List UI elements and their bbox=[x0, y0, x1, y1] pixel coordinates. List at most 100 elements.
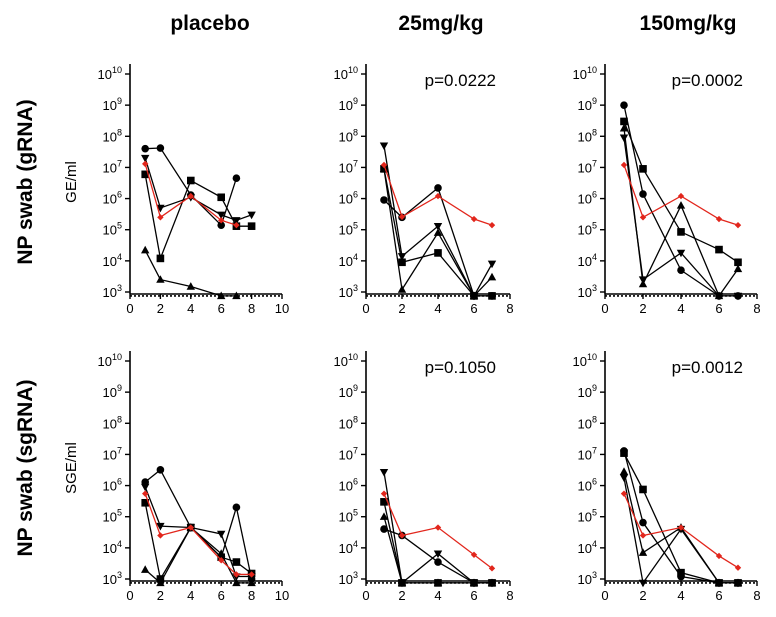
data-point-square bbox=[247, 222, 256, 230]
data-point-triangle-down bbox=[217, 211, 226, 220]
x-tick-label: 6 bbox=[715, 588, 722, 603]
data-point-circle bbox=[217, 221, 225, 229]
y-tick-label: 108 bbox=[103, 127, 122, 144]
data-point-triangle-up bbox=[217, 291, 226, 300]
y-tick-label: 108 bbox=[103, 414, 122, 431]
y-tick-label: 109 bbox=[339, 96, 358, 113]
x-tick-label: 8 bbox=[248, 588, 255, 603]
x-tick-label: 4 bbox=[677, 588, 684, 603]
data-point-triangle-up bbox=[619, 123, 629, 132]
data-point-square bbox=[734, 258, 742, 267]
data-point-diamond bbox=[380, 161, 388, 169]
y-axis-label-sgrna: SGE/ml bbox=[63, 442, 80, 494]
data-point-triangle-up bbox=[247, 578, 256, 587]
data-point-diamond bbox=[142, 160, 149, 168]
y-tick-label: 104 bbox=[103, 252, 122, 269]
data-point-triangle-up bbox=[433, 228, 443, 236]
y-tick-label: 105 bbox=[339, 508, 358, 525]
y-tick-label: 104 bbox=[339, 252, 358, 269]
y-tick-label: 109 bbox=[103, 383, 122, 400]
data-point-square bbox=[217, 193, 225, 202]
x-tick-label: 0 bbox=[362, 588, 369, 603]
data-point-circle bbox=[380, 196, 388, 204]
series-line bbox=[623, 450, 738, 584]
y-tick-label: 103 bbox=[339, 283, 358, 300]
data-point-diamond bbox=[233, 571, 240, 578]
data-point-square bbox=[677, 228, 685, 236]
data-point-square bbox=[141, 498, 149, 507]
y-tick-label: 103 bbox=[578, 570, 597, 587]
data-point-diamond bbox=[639, 214, 647, 221]
row-title-sgrna: NP swab (sgRNA) bbox=[14, 380, 37, 557]
x-tick-label: 2 bbox=[157, 301, 164, 316]
p-value-label: p=0.0222 bbox=[425, 71, 496, 90]
y-tick-label: 108 bbox=[339, 127, 358, 144]
data-point-triangle-up bbox=[638, 548, 648, 556]
p-value-label: p=0.1050 bbox=[425, 358, 496, 377]
y-tick-label: 1010 bbox=[334, 352, 358, 369]
data-point-triangle-up bbox=[232, 578, 241, 587]
p-value-label: p=0.0002 bbox=[672, 71, 743, 90]
data-point-square bbox=[620, 117, 628, 126]
y-tick-label: 1010 bbox=[573, 352, 597, 369]
data-point-triangle-down bbox=[638, 276, 648, 285]
data-point-square bbox=[187, 176, 195, 185]
series-line bbox=[623, 452, 738, 584]
data-point-diamond bbox=[434, 524, 442, 531]
series-line bbox=[144, 526, 252, 584]
data-point-diamond bbox=[677, 192, 685, 200]
data-point-triangle-down bbox=[619, 134, 629, 143]
data-point-circle bbox=[434, 558, 442, 566]
data-point-diamond bbox=[620, 490, 628, 497]
row-title-grna: NP swab (gRNA) bbox=[14, 99, 37, 264]
x-tick-label: 2 bbox=[398, 588, 405, 603]
panel-gRNA-25: 0 2 4 6 8 103 104 105 106 107 108 109 1010 p=0.0222 bbox=[334, 64, 514, 316]
data-point-diamond bbox=[639, 532, 647, 539]
data-point-triangle-down bbox=[141, 483, 150, 492]
data-point-diamond bbox=[398, 213, 406, 220]
y-tick-label: 107 bbox=[339, 445, 358, 462]
data-point-triangle-down bbox=[714, 292, 724, 301]
data-point-triangle-up bbox=[156, 275, 165, 283]
data-point-triangle-down bbox=[469, 292, 479, 301]
data-point-diamond bbox=[715, 552, 723, 560]
data-point-circle bbox=[156, 144, 165, 152]
data-point-diamond bbox=[218, 217, 225, 224]
data-point-diamond bbox=[715, 215, 723, 223]
x-tick-label: 10 bbox=[275, 301, 289, 316]
data-point-diamond bbox=[488, 221, 496, 229]
data-point-triangle-up bbox=[186, 282, 195, 290]
panel-gRNA-placebo: 0 2 4 6 8 10 103 104 105 106 107 108 109 1010 bbox=[98, 64, 289, 316]
data-point-diamond bbox=[142, 490, 149, 497]
panel-sgRNA-150: 0 2 4 6 8 103 104 105 106 107 108 109 1010 p=0.0012 bbox=[573, 351, 761, 603]
data-point-square bbox=[380, 498, 388, 506]
x-tick-label: 2 bbox=[157, 588, 164, 603]
data-point-triangle-down bbox=[156, 204, 165, 213]
panel-sgRNA-placebo: 0 2 4 6 8 10 103 104 105 106 107 108 109 1010 bbox=[98, 351, 289, 603]
y-tick-label: 1010 bbox=[573, 65, 597, 82]
data-point-triangle-down bbox=[469, 579, 479, 588]
y-tick-label: 105 bbox=[578, 508, 597, 525]
y-tick-label: 107 bbox=[578, 158, 597, 175]
y-tick-label: 107 bbox=[103, 445, 122, 462]
x-tick-label: 6 bbox=[715, 301, 722, 316]
data-point-triangle-down bbox=[232, 217, 241, 225]
y-tick-label: 106 bbox=[578, 190, 597, 207]
panel-gRNA-150: 0 2 4 6 8 103 104 105 106 107 108 109 1010 p=0.0002 bbox=[573, 64, 761, 316]
data-point-triangle-down bbox=[156, 522, 165, 531]
x-tick-label: 2 bbox=[639, 588, 646, 603]
x-tick-label: 4 bbox=[187, 301, 194, 316]
x-tick-label: 10 bbox=[275, 588, 289, 603]
x-tick-label: 4 bbox=[434, 301, 441, 316]
data-point-square bbox=[639, 485, 647, 494]
data-point-diamond bbox=[218, 557, 225, 564]
x-tick-label: 8 bbox=[248, 301, 255, 316]
data-point-square bbox=[232, 558, 241, 566]
x-tick-label: 0 bbox=[601, 588, 608, 603]
series-line bbox=[144, 486, 252, 578]
data-point-triangle-down bbox=[379, 142, 389, 151]
data-point-circle bbox=[232, 503, 241, 512]
data-point-triangle-up bbox=[156, 578, 165, 587]
series-line bbox=[144, 157, 252, 222]
